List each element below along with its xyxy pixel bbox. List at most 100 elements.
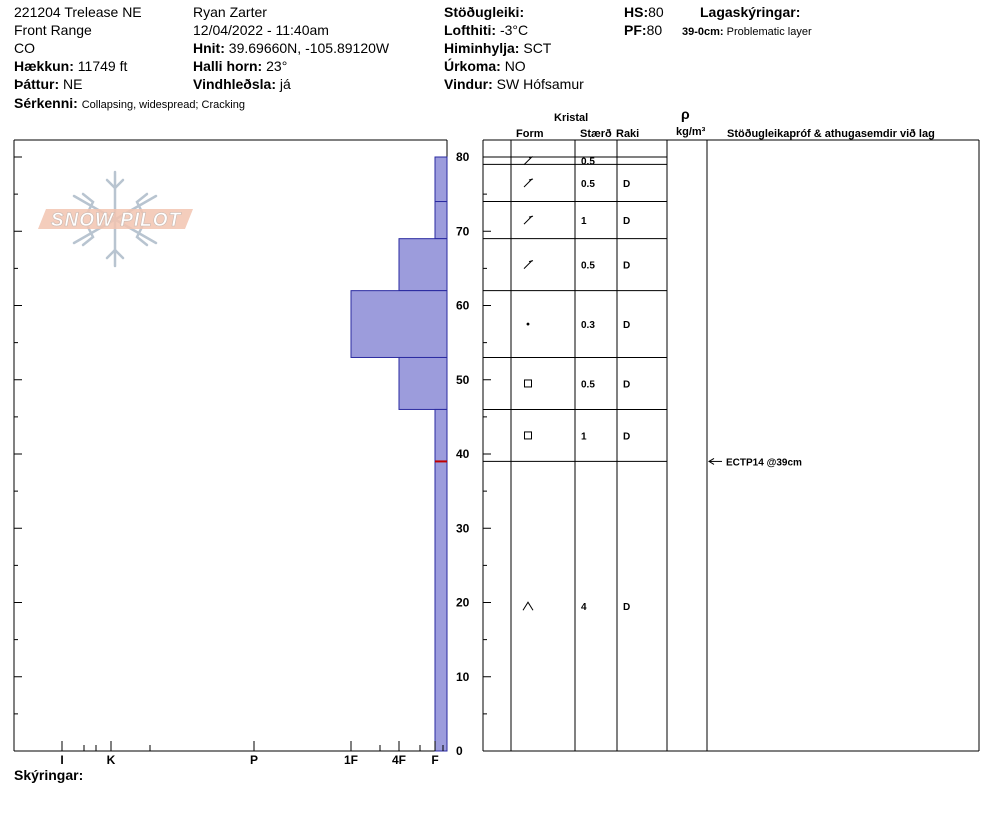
stability-tests: ECTP14 @39cm: [435, 457, 802, 468]
layer-size: 1: [581, 216, 587, 227]
layer-note: 39-0cm: Problematic layer: [682, 24, 812, 40]
state: CO: [14, 40, 35, 56]
layer-size: 0.5: [581, 379, 595, 390]
wind-value: SW Hófsamur: [496, 76, 584, 92]
stability: Stöðugleiki:: [444, 4, 524, 20]
elevation-label: Hækkun:: [14, 58, 74, 74]
faceted-icon: [524, 431, 532, 440]
layer-size: 1: [581, 431, 587, 442]
layer-note-text: Problematic layer: [726, 26, 812, 38]
hs: HS:80: [624, 4, 664, 20]
layer-moisture: D: [623, 379, 630, 390]
layer-size: 0.5: [581, 261, 595, 272]
layer-size: 0.5: [581, 179, 595, 190]
datetime: 12/04/2022 - 11:40am: [193, 22, 329, 38]
precipitation: Úrkoma: NO: [444, 58, 526, 74]
depth-tick-label: 0: [456, 744, 463, 758]
wind-label: Vindur:: [444, 76, 493, 92]
hs-label: HS:: [624, 4, 649, 20]
hardness-bars: [350, 156, 448, 752]
wind-loading-label: Vindhleðsla:: [193, 76, 276, 92]
wind-loading-value: já: [279, 76, 291, 92]
air-temp-label: Lofthiti:: [444, 22, 497, 38]
notes-label: Skýringar:: [14, 767, 84, 783]
sky-cover: Himinhylja: SCT: [444, 40, 551, 56]
coordinates-label: Hnit:: [193, 40, 225, 56]
snowpilot-logo: SNOW PILOT: [38, 170, 193, 268]
slope-angle-value: 23°: [266, 58, 288, 74]
precipitation-value: NO: [504, 58, 526, 74]
layer-row: 0.3 D: [483, 320, 667, 358]
aspect-value: NE: [63, 76, 83, 92]
depth-tick-label: 80: [456, 150, 470, 164]
sky-cover-value: SCT: [523, 40, 552, 56]
stability-label: Stöðugleiki:: [444, 4, 525, 20]
hardness-tick-label: 4F: [392, 753, 406, 767]
layer-notes-label: Lagaskýringar:: [700, 4, 801, 20]
coordinates: Hnit: 39.69660N, -105.89120W: [193, 40, 389, 56]
form-header: Form: [516, 128, 544, 140]
test-label: ECTP14 @39cm: [726, 457, 802, 468]
wind: Vindur: SW Hófsamur: [444, 76, 584, 92]
layer-note-range: 39-0cm:: [682, 26, 724, 38]
density-unit: kg/m³: [676, 126, 706, 138]
hardness-bar: [434, 408, 448, 462]
layer-table-frame: [482, 139, 980, 752]
coordinates-value: 39.69660N, -105.89120W: [228, 40, 390, 56]
pf: PF:80: [624, 22, 662, 38]
features-label: Sérkenni:: [14, 95, 78, 111]
faceted-icon: [524, 379, 532, 388]
layer-moisture: D: [623, 216, 630, 227]
logo-text: SNOW PILOT: [51, 210, 182, 231]
layer-size: 4: [581, 602, 587, 613]
slope-angle: Halli horn: 23°: [193, 58, 287, 74]
elevation-value: 11749 ft: [77, 58, 128, 74]
depth-tick-label: 40: [456, 447, 470, 461]
layer-moisture: D: [623, 320, 630, 331]
mountain-range: Front Range: [14, 22, 92, 38]
features: Sérkenni: Collapsing, widespread; Cracki…: [14, 95, 245, 113]
layer-row: 0.5 D: [483, 379, 667, 410]
depth-tick-label: 70: [456, 224, 470, 238]
depth-hoar-icon: [522, 601, 534, 611]
hardness-tick-label: I: [60, 753, 63, 767]
site-name: 221204 Trelease NE: [14, 4, 142, 20]
decomposing-icon: [523, 260, 533, 270]
hardness-bar: [350, 290, 448, 358]
hardness-bar: [398, 238, 448, 292]
hardness-axis: I K P 1F 4F F: [60, 741, 444, 767]
pf-value: 80: [646, 22, 663, 38]
depth-tick-label: 60: [456, 299, 470, 313]
hardness-bar: [434, 156, 448, 203]
pf-label: PF:: [624, 22, 647, 38]
layer-moisture: D: [623, 602, 630, 613]
layer-moisture: D: [623, 431, 630, 442]
depth-tick-label: 50: [456, 373, 470, 387]
hardness-bar: [434, 201, 448, 240]
decomposing-icon: [523, 156, 533, 166]
air-temp-value: -3°C: [499, 22, 529, 38]
aspect-label: Þáttur:: [14, 76, 60, 92]
depth-tick-label: 20: [456, 596, 470, 610]
features-value: Collapsing, widespread; Cracking: [81, 99, 245, 111]
decomposing-icon: [523, 215, 533, 225]
depth-axis: 0 10 20 30 40 50 60 70 80: [14, 150, 491, 758]
depth-tick-label: 10: [456, 670, 470, 684]
wind-loading: Vindhleðsla: já: [193, 76, 291, 92]
layer-row: 0.5 D: [483, 260, 667, 292]
aspect: Þáttur: NE: [14, 76, 82, 92]
observer: Ryan Zarter: [193, 4, 267, 20]
precipitation-label: Úrkoma:: [444, 58, 501, 74]
kristal-header: Kristal: [554, 112, 589, 124]
layer-table-rows: 0.50.5 D1 D0.5 D0.3 D0.5 D1 D4 D: [483, 156, 667, 613]
hardness-tick-label: 1F: [344, 753, 358, 767]
hardness-tick-label: P: [250, 753, 258, 767]
density-symbol: ρ: [681, 106, 690, 122]
decomposing-icon: [523, 178, 533, 188]
air-temp: Lofthiti: -3°C: [444, 22, 528, 38]
moisture-header: Raki: [616, 128, 640, 140]
layer-row: 0.5 D: [483, 178, 667, 203]
comments-header: Stöðugleikapróf & athugasemdir við lag: [727, 128, 935, 140]
